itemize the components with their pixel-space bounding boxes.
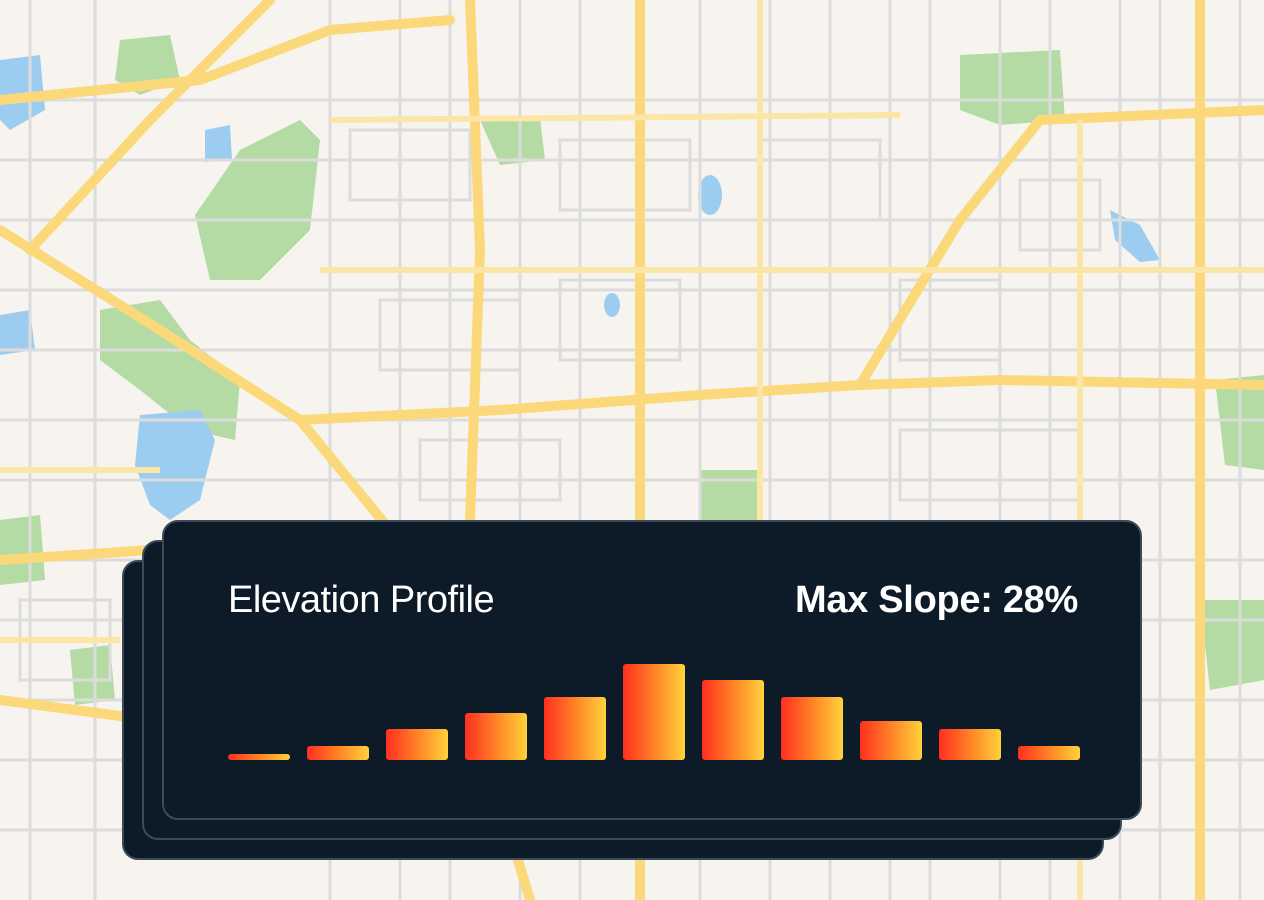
elevation-bar bbox=[623, 664, 685, 760]
elevation-bar bbox=[307, 745, 369, 760]
elevation-bar bbox=[1018, 745, 1080, 760]
max-slope-value: Max Slope: 28% bbox=[794, 579, 1078, 621]
elevation-bar bbox=[860, 721, 922, 760]
elevation-bar bbox=[386, 729, 448, 760]
elevation-bar bbox=[781, 696, 843, 760]
elevation-bar bbox=[702, 680, 764, 760]
park-areas bbox=[0, 35, 1264, 705]
elevation-profile-title: Elevation Profile bbox=[228, 579, 495, 621]
elevation-bar bbox=[939, 729, 1001, 760]
elevation-bar bbox=[228, 754, 290, 760]
elevation-bar-chart bbox=[228, 650, 1080, 760]
elevation-bar bbox=[465, 713, 527, 760]
elevation-profile-card[interactable]: Elevation Profile Max Slope: 28% bbox=[162, 520, 1142, 820]
water-bodies bbox=[0, 55, 1160, 520]
elevation-bar bbox=[544, 696, 606, 760]
